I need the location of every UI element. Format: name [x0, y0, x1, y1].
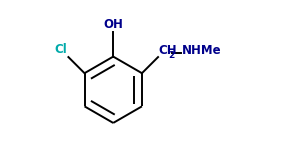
Text: CH: CH: [159, 44, 177, 57]
Text: Cl: Cl: [55, 43, 67, 56]
Text: OH: OH: [103, 18, 123, 31]
Text: NHMe: NHMe: [182, 44, 221, 57]
Text: 2: 2: [169, 52, 175, 60]
